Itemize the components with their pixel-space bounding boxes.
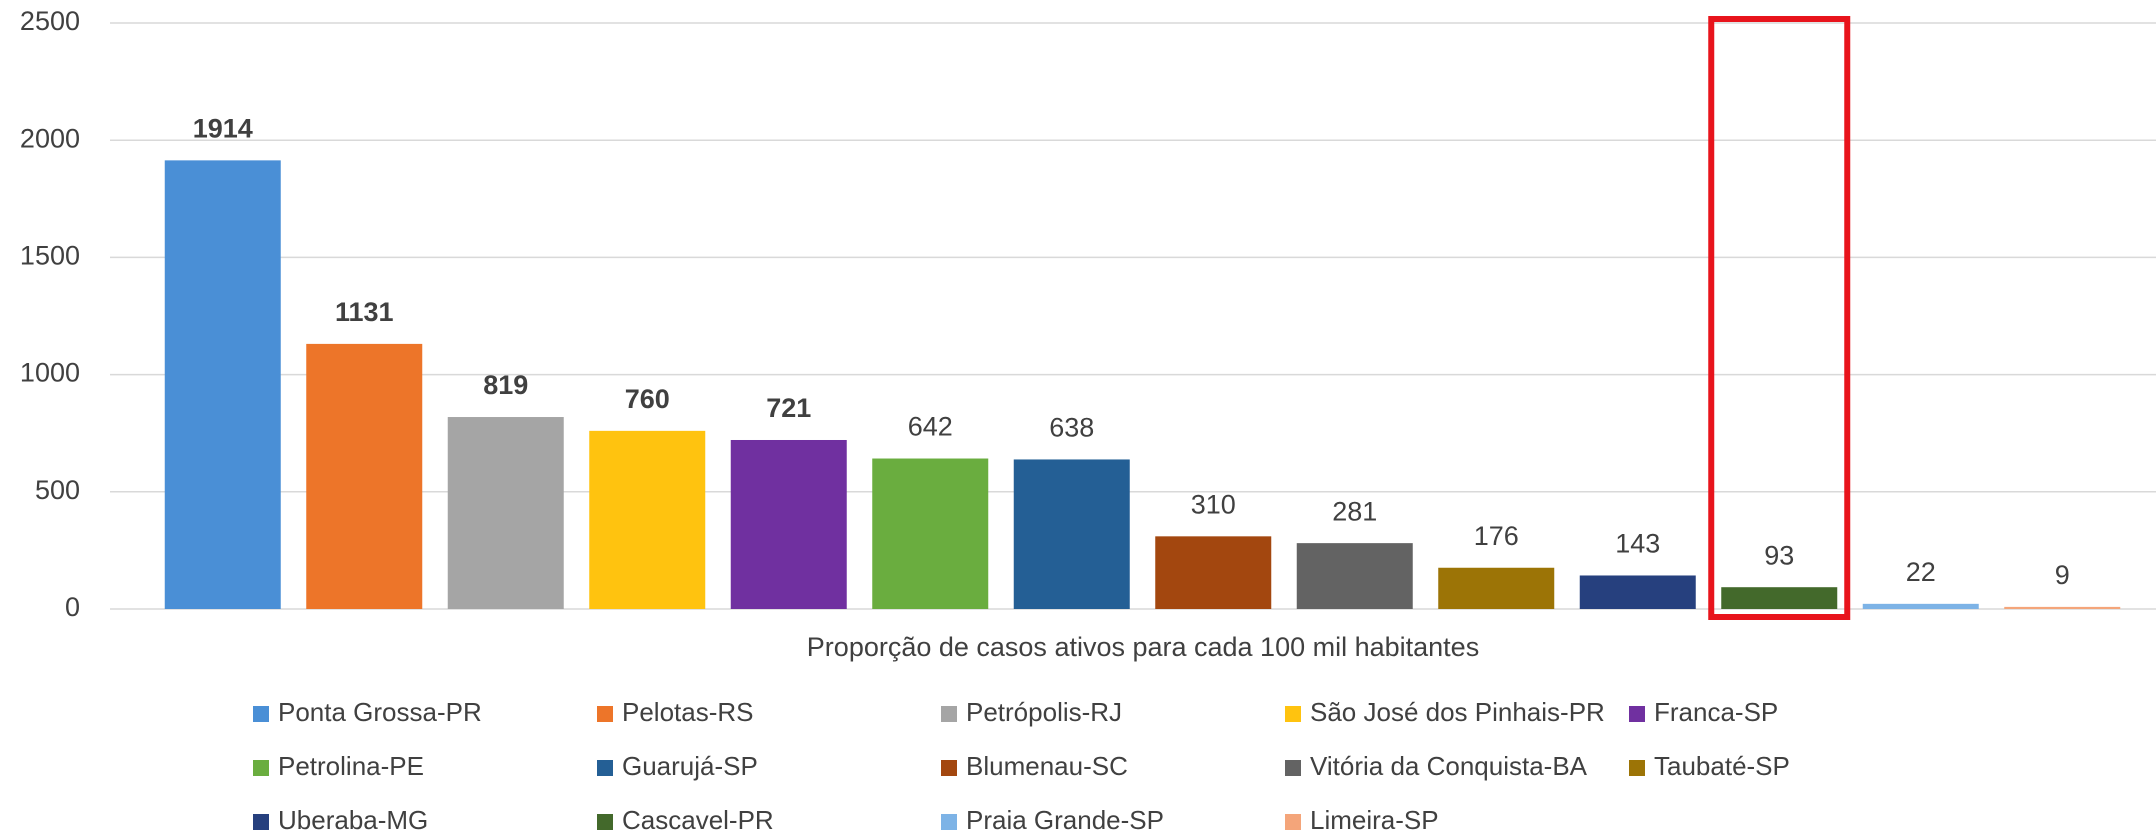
data-label: 176 [1474,521,1519,551]
legend-swatch [1285,814,1301,830]
data-label: 143 [1615,529,1660,559]
legend-label: Limeira-SP [1310,805,1439,834]
bar [1721,587,1838,609]
legend-label: São José dos Pinhais-PR [1310,697,1605,727]
data-label: 721 [766,393,811,423]
legend-label: Uberaba-MG [278,805,428,834]
legend-label: Petrolina-PE [278,751,424,781]
legend-swatch [1285,760,1301,776]
y-tick-label: 2000 [20,123,80,153]
legend-label: Vitória da Conquista-BA [1310,751,1588,781]
legend-swatch [253,706,269,722]
bar [1013,459,1130,609]
data-label: 760 [625,384,670,414]
legend-swatch [1629,760,1645,776]
legend-swatch [941,760,957,776]
legend-swatch [253,814,269,830]
bar [1579,575,1696,609]
y-tick-label: 1000 [20,358,80,388]
data-label: 22 [1906,557,1936,587]
y-tick-label: 0 [65,592,80,622]
bar [730,439,847,609]
legend-label: Cascavel-PR [622,805,774,834]
legend-label: Taubaté-SP [1654,751,1790,781]
bar [306,343,423,609]
y-tick-label: 500 [35,475,80,505]
bar [1296,543,1413,609]
legend-swatch [597,760,613,776]
legend-swatch [1629,706,1645,722]
legend-label: Guarujá-SP [622,751,758,781]
data-label: 310 [1191,489,1236,519]
data-label: 1914 [193,113,253,143]
legend-swatch [941,814,957,830]
bar [872,458,989,609]
y-tick-label: 1500 [20,241,80,271]
data-label: 642 [908,412,953,442]
legend-label: Ponta Grossa-PR [278,697,482,727]
y-tick-label: 2500 [20,6,80,36]
bar [1862,603,1979,609]
legend-label: Franca-SP [1654,697,1778,727]
data-label: 1131 [335,297,394,327]
x-axis-title: Proporção de casos ativos para cada 100 … [807,632,1479,662]
data-label: 93 [1764,540,1794,570]
data-label: 819 [483,370,528,400]
legend-label: Pelotas-RS [622,697,754,727]
bar [589,430,706,609]
data-label: 9 [2055,560,2070,590]
bar [164,160,281,609]
data-label: 281 [1332,496,1377,526]
bar [1438,567,1555,609]
legend-swatch [253,760,269,776]
bar [447,417,564,609]
highlight-box [1708,16,1851,620]
legend-label: Blumenau-SC [966,751,1128,781]
bar [2004,606,2121,609]
legend-swatch [597,814,613,830]
legend-swatch [1285,706,1301,722]
legend-swatch [941,706,957,722]
legend-label: Petrópolis-RJ [966,697,1122,727]
data-label: 638 [1049,413,1094,443]
legend-label: Praia Grande-SP [966,805,1164,834]
bar [1155,536,1272,609]
legend-swatch [597,706,613,722]
